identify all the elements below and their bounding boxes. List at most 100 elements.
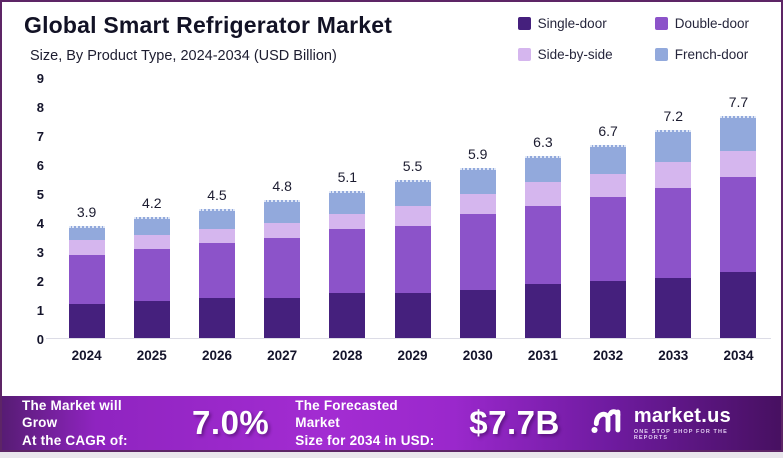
bar-total-label: 3.9 — [76, 203, 97, 220]
bar-segment-double-door — [394, 225, 431, 293]
legend-swatch-icon — [654, 17, 668, 30]
x-axis-baseline — [46, 338, 771, 339]
x-axis-label-2032: 2032 — [593, 347, 624, 363]
bar-segment-side-by-side — [459, 194, 496, 215]
bar-segment-single-door — [459, 289, 496, 339]
y-tick-0: 0 — [36, 332, 44, 347]
bar-segment-side-by-side — [655, 162, 692, 189]
bar-stack-2030 — [459, 167, 496, 339]
bar-stack-2031 — [524, 156, 561, 339]
bar-segment-double-door — [720, 176, 757, 273]
bar-total-label: 4.8 — [272, 177, 292, 194]
bar-segment-double-door — [329, 228, 366, 293]
bar-segment-side-by-side — [133, 234, 170, 250]
bar-column-2026: 4.5 2026 — [184, 76, 249, 371]
bar-segment-french-door — [720, 115, 757, 151]
bar-segment-single-door — [524, 283, 561, 339]
bar-total-label: 5.9 — [467, 145, 488, 162]
forecast-value: $7.7B — [469, 404, 560, 441]
x-axis-label-2028: 2028 — [332, 347, 363, 363]
bar-segment-single-door — [590, 281, 627, 339]
bar-segment-side-by-side — [68, 240, 105, 255]
page-subtitle: Size, By Product Type, 2024-2034 (USD Bi… — [30, 48, 337, 64]
y-tick-2: 2 — [36, 274, 44, 289]
legend-item-side-by-side: Side-by-side — [517, 47, 613, 62]
forecast-label: The Forecasted Market Size for 2034 in U… — [295, 397, 443, 450]
bar-column-2034: 7.7 2034 — [706, 76, 771, 371]
bar-segment-double-door — [459, 214, 496, 290]
bar-segment-double-door — [198, 243, 235, 299]
bar-segment-french-door — [524, 156, 561, 183]
bar-segment-single-door — [394, 292, 431, 339]
bar-segment-single-door — [68, 304, 105, 339]
cagr-label: The Market will Grow At the CAGR of: — [22, 397, 158, 450]
chart-legend: Single-door Double-door Side-by-side French… — [517, 10, 763, 64]
logo-text-block: market.us ONE STOP SHOP FOR THE REPORTS — [634, 406, 761, 441]
bar-segment-side-by-side — [198, 228, 235, 244]
bar-segment-french-door — [264, 199, 301, 224]
y-tick-5: 5 — [36, 187, 44, 202]
cagr-value: 7.0% — [192, 404, 270, 441]
y-tick-8: 8 — [36, 100, 44, 115]
bar-column-2027: 4.8 2027 — [250, 76, 315, 371]
y-tick-3: 3 — [36, 245, 44, 260]
bar-segment-single-door — [198, 298, 235, 339]
x-axis-label-2026: 2026 — [201, 347, 232, 363]
logo-name: market.us — [633, 404, 732, 427]
bar-column-2033: 7.2 2033 — [641, 76, 706, 371]
legend-label: Side-by-side — [537, 47, 613, 62]
logo-tagline: ONE STOP SHOP FOR THE REPORTS — [633, 428, 728, 441]
marketus-logo: market.us ONE STOP SHOP FOR THE REPORTS — [590, 406, 761, 441]
bar-segment-side-by-side — [720, 150, 757, 177]
bar-segment-single-door — [720, 272, 757, 339]
cagr-label-line1: The Market will Grow — [22, 397, 122, 431]
bar-stack-2029 — [394, 179, 431, 339]
bar-segment-french-door — [329, 191, 366, 215]
legend-item-french-door: French-door — [654, 47, 749, 62]
legend-item-single-door: Single-door — [517, 16, 613, 31]
bar-segment-french-door — [68, 225, 105, 241]
bar-segment-french-door — [655, 130, 692, 163]
bar-stack-2027 — [264, 199, 301, 339]
legend-label: Double-door — [674, 16, 749, 31]
bar-total-label: 5.1 — [337, 169, 358, 186]
y-tick-4: 4 — [36, 216, 44, 231]
bar-total-label: 6.3 — [533, 134, 553, 151]
bar-total-label: 7.7 — [728, 93, 749, 110]
x-axis-label-2033: 2033 — [658, 347, 689, 363]
bar-column-2030: 5.9 2030 — [445, 76, 510, 371]
y-tick-7: 7 — [36, 129, 44, 144]
bar-segment-side-by-side — [524, 182, 561, 206]
bar-column-2028: 5.1 2028 — [315, 76, 380, 371]
x-axis-label-2025: 2025 — [136, 347, 167, 363]
legend-swatch-icon — [517, 48, 531, 61]
bar-segment-french-door — [394, 179, 431, 206]
bar-column-2024: 3.9 2024 — [54, 76, 119, 371]
bar-stack-2028 — [329, 191, 366, 339]
bar-stack-2033 — [655, 130, 692, 339]
bar-segment-double-door — [264, 237, 301, 299]
bar-total-label: 5.5 — [402, 157, 423, 174]
bar-column-2025: 4.2 2025 — [119, 76, 184, 371]
bar-segment-side-by-side — [590, 173, 627, 197]
bar-total-label: 6.7 — [598, 122, 618, 139]
bar-stack-2034 — [720, 115, 757, 339]
x-axis-label-2030: 2030 — [462, 347, 493, 363]
chart-header: Global Smart Refrigerator Market Size, B… — [2, 2, 781, 64]
title-block: Global Smart Refrigerator Market Size, B… — [24, 10, 392, 64]
bar-total-label: 4.5 — [207, 186, 227, 203]
bar-stack-2024 — [68, 225, 105, 339]
bar-segment-double-door — [68, 254, 105, 305]
page-title: Global Smart Refrigerator Market — [24, 12, 393, 38]
legend-label: French-door — [674, 47, 749, 62]
bar-segment-french-door — [133, 217, 170, 235]
legend-label: Single-door — [537, 16, 607, 31]
y-tick-9: 9 — [36, 71, 44, 86]
bar-total-label: 7.2 — [663, 108, 684, 125]
bar-segment-double-door — [655, 188, 692, 279]
bar-segment-side-by-side — [329, 214, 366, 229]
marketus-logo-icon — [590, 406, 626, 441]
x-axis-label-2031: 2031 — [527, 347, 558, 363]
cagr-label-line2: At the CAGR of: — [22, 432, 128, 448]
